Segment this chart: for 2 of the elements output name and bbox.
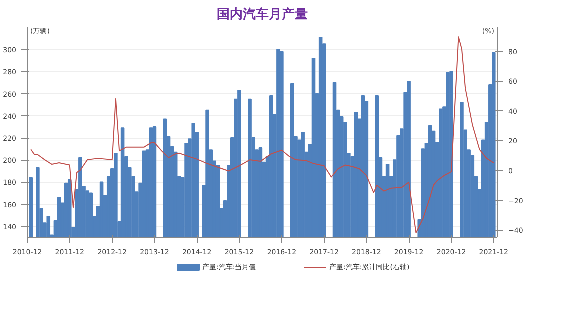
line-series (30, 36, 494, 234)
chart-title: 国内汽车月产量 (217, 6, 308, 22)
